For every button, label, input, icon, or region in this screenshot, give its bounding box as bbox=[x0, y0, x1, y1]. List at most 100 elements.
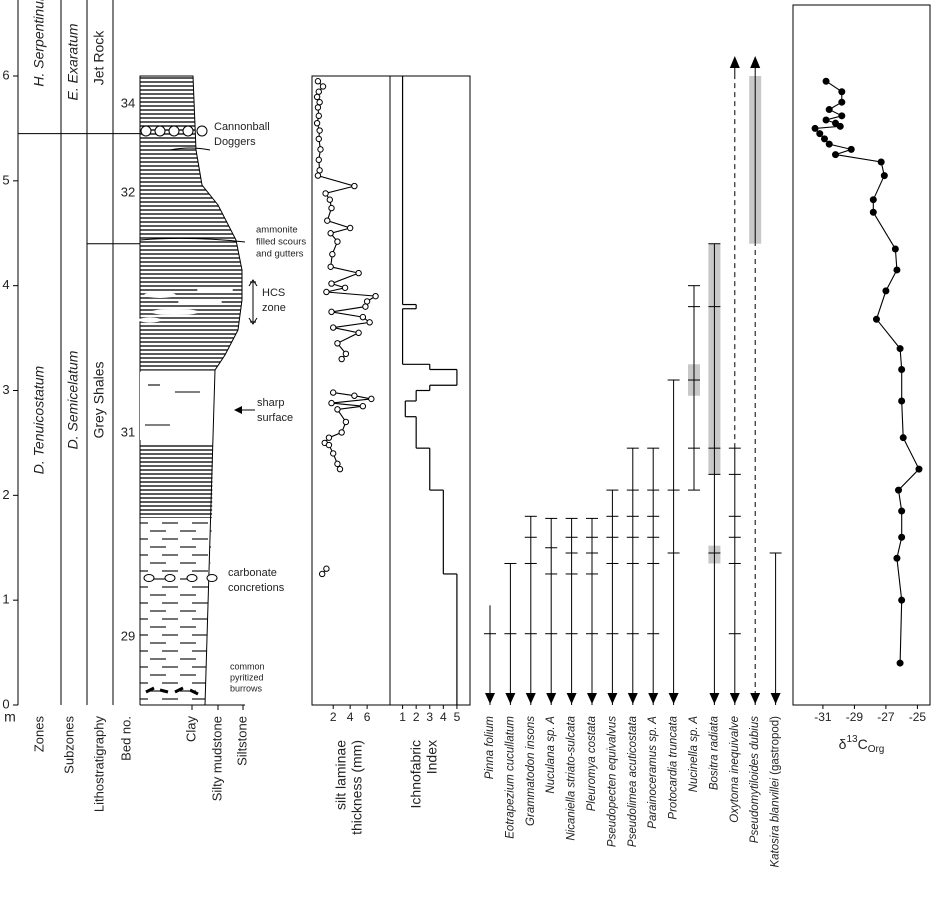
data-point bbox=[870, 209, 876, 215]
annotation: common bbox=[230, 661, 265, 671]
data-point bbox=[330, 451, 335, 456]
arrow-down bbox=[628, 693, 638, 704]
taxon-name: Grammatodon insons bbox=[525, 716, 537, 826]
taxon-name: Eotrapezium cucullatum bbox=[504, 716, 516, 839]
x-tick-label: 5 bbox=[454, 710, 461, 724]
data-point bbox=[352, 183, 357, 188]
data-point bbox=[873, 316, 879, 322]
data-point bbox=[316, 157, 321, 162]
data-point bbox=[848, 146, 854, 152]
data-point bbox=[318, 147, 323, 152]
lithology-scale-label: Siltstone bbox=[234, 716, 249, 766]
annotation: zone bbox=[262, 302, 286, 314]
data-point bbox=[330, 252, 335, 257]
data-point bbox=[360, 404, 365, 409]
data-point bbox=[364, 299, 369, 304]
arrow-down bbox=[505, 693, 515, 704]
y-tick-label: 3 bbox=[2, 382, 9, 397]
data-point bbox=[881, 173, 887, 179]
x-tick-label: -29 bbox=[846, 710, 864, 724]
x-axis-label: silt laminae bbox=[333, 740, 349, 810]
zone-label: D. Tenuicostatum bbox=[31, 365, 47, 474]
column-header: Bed no. bbox=[118, 716, 133, 761]
data-point bbox=[315, 79, 320, 84]
data-point bbox=[837, 123, 843, 129]
data-point bbox=[329, 400, 334, 405]
x-axis-label: Index bbox=[424, 740, 440, 774]
column-header: Zones bbox=[31, 716, 46, 753]
data-point bbox=[316, 136, 321, 141]
annotation: and gutters bbox=[256, 249, 304, 260]
taxon-name: Parainoceramus sp. A bbox=[647, 716, 659, 829]
taxon-name: Pseudolimea acuticostata bbox=[627, 716, 639, 847]
arrow-down bbox=[709, 693, 719, 704]
arrow-down bbox=[587, 693, 597, 704]
panel-frames bbox=[312, 5, 930, 705]
data-point bbox=[839, 113, 845, 119]
data-point bbox=[896, 487, 902, 493]
data-point bbox=[320, 84, 325, 89]
data-point bbox=[899, 534, 905, 540]
data-point bbox=[367, 320, 372, 325]
y-tick-label: 6 bbox=[2, 67, 9, 82]
data-point bbox=[823, 117, 829, 123]
data-point bbox=[826, 107, 832, 113]
x-tick-label: -31 bbox=[814, 710, 832, 724]
data-point bbox=[328, 264, 333, 269]
data-point bbox=[315, 173, 320, 178]
data-point bbox=[883, 288, 889, 294]
data-point bbox=[343, 351, 348, 356]
lithology-scale-label: Clay bbox=[183, 716, 198, 743]
data-point bbox=[899, 597, 905, 603]
lithology-log bbox=[138, 76, 257, 705]
data-point bbox=[342, 285, 347, 290]
annotation: sharp bbox=[257, 397, 285, 409]
data-point bbox=[373, 293, 378, 298]
x-tick-label: 2 bbox=[413, 710, 420, 724]
annotation: filled scours bbox=[256, 237, 306, 248]
data-point bbox=[314, 120, 319, 125]
arrow-down bbox=[526, 693, 536, 704]
data-point bbox=[352, 393, 357, 398]
data-point bbox=[369, 396, 374, 401]
x-tick-label: 4 bbox=[440, 710, 447, 724]
data-point bbox=[335, 407, 340, 412]
annotation: ammonite bbox=[256, 225, 298, 236]
data-point bbox=[329, 309, 334, 314]
taxon-name: Pinna folium bbox=[484, 716, 496, 780]
arrow-down bbox=[607, 693, 617, 704]
x-tick-label: 1 bbox=[399, 710, 406, 724]
data-point bbox=[337, 466, 342, 471]
arrow-down bbox=[567, 693, 577, 704]
taxon-name: Pseudopecten equivalvus bbox=[606, 716, 618, 847]
data-point bbox=[317, 128, 322, 133]
arrow-down bbox=[771, 693, 781, 704]
arrow-down bbox=[485, 693, 495, 704]
subzone-label: E. Exaratum bbox=[65, 23, 81, 100]
bed-number: 29 bbox=[121, 628, 135, 643]
taxon-note: (gastropod) bbox=[770, 716, 782, 775]
data-point bbox=[326, 435, 331, 440]
x-tick-label: 2 bbox=[330, 710, 337, 724]
x-axis-label-part: δ bbox=[839, 736, 847, 752]
taxon-name: Nucinella sp. A bbox=[688, 716, 700, 793]
data-point bbox=[839, 89, 845, 95]
annotation: Doggers bbox=[214, 136, 256, 148]
column-header: Subzones bbox=[61, 716, 76, 774]
data-point bbox=[899, 367, 905, 373]
lithology-scale-label: Silty mudstone bbox=[209, 716, 224, 801]
annotation: HCS bbox=[262, 287, 285, 299]
x-tick-label: 4 bbox=[347, 710, 354, 724]
data-point bbox=[899, 508, 905, 514]
data-point bbox=[823, 78, 829, 84]
data-point bbox=[878, 159, 884, 165]
data-point bbox=[892, 246, 898, 252]
column-header: Lithostratigraphy bbox=[91, 716, 106, 813]
data-point bbox=[329, 205, 334, 210]
zone-label: H. Serpentinum bbox=[31, 0, 47, 87]
taxon-name: Oxytoma inequivalve bbox=[729, 716, 741, 823]
data-point bbox=[316, 113, 321, 118]
data-point bbox=[339, 356, 344, 361]
annotation: pyritized bbox=[230, 672, 264, 682]
x-axis-label-part: C bbox=[858, 736, 868, 752]
